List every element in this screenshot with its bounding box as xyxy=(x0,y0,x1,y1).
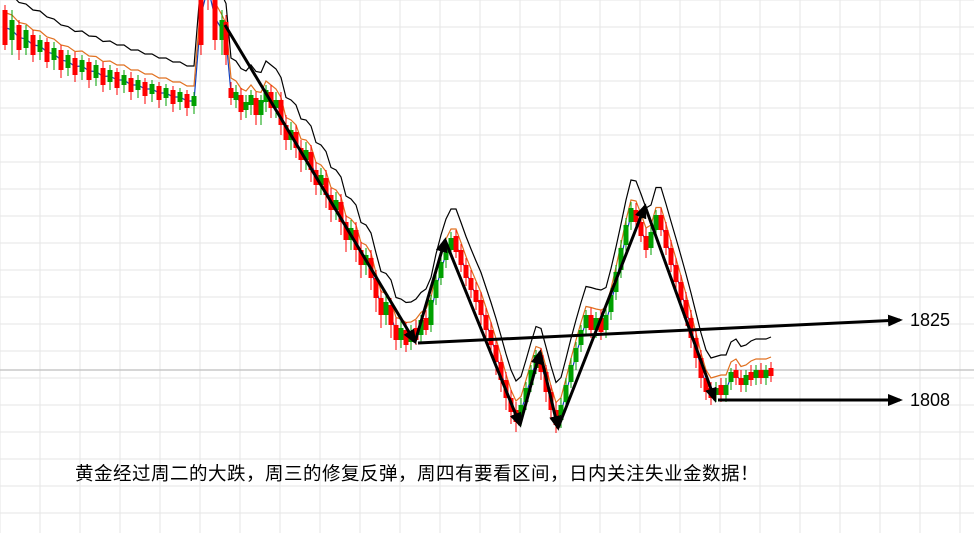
price-level-lower: 1808 xyxy=(910,390,950,411)
price-level-upper: 1825 xyxy=(910,310,950,331)
candlestick-chart xyxy=(0,0,974,533)
chart-caption: 黄金经过周二的大跌，周三的修复反弹，周四有要看区间，日内关注失业金数据！ xyxy=(75,460,759,486)
chart-container: 1825 1808 黄金经过周二的大跌，周三的修复反弹，周四有要看区间，日内关注… xyxy=(0,0,974,533)
